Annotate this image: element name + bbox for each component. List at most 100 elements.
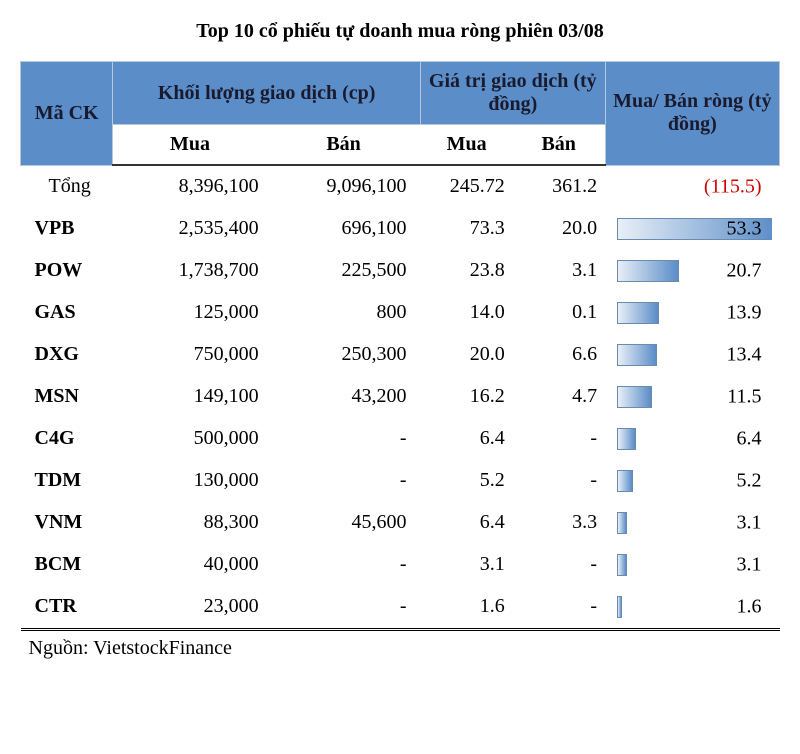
cell-vol-buy: 23,000 — [113, 586, 267, 630]
cell-val-sell: - — [513, 586, 605, 630]
stock-table: Mã CK Khối lượng giao dịch (cp) Giá trị … — [20, 61, 780, 666]
table-body: Tổng8,396,1009,096,100245.72361.2 (115.5)… — [21, 165, 780, 666]
cell-ticker: GAS — [21, 292, 113, 334]
col-header-net: Mua/ Bán ròng (tỷ đồng) — [605, 62, 779, 166]
cell-ticker: MSN — [21, 376, 113, 418]
cell-vol-sell: 9,096,100 — [267, 165, 421, 208]
cell-val-buy: 14.0 — [420, 292, 512, 334]
net-bar — [617, 596, 622, 618]
cell-val-buy: 1.6 — [420, 586, 512, 630]
cell-ticker: DXG — [21, 334, 113, 376]
cell-vol-buy: 750,000 — [113, 334, 267, 376]
subheader-val-sell: Bán — [513, 125, 605, 166]
net-value: (115.5) — [704, 175, 762, 198]
cell-ticker: VPB — [21, 208, 113, 250]
col-header-volume: Khối lượng giao dịch (cp) — [113, 62, 421, 125]
cell-val-sell: - — [513, 544, 605, 586]
net-bar — [617, 470, 633, 492]
cell-net: 53.3 — [605, 208, 779, 250]
cell-val-sell: 3.1 — [513, 250, 605, 292]
cell-vol-sell: 43,200 — [267, 376, 421, 418]
cell-val-sell: - — [513, 418, 605, 460]
table-row: VNM88,30045,6006.43.33.1 — [21, 502, 780, 544]
cell-net: 3.1 — [605, 502, 779, 544]
net-value: 20.7 — [727, 259, 762, 282]
table-row: DXG750,000250,30020.06.6 13.4 — [21, 334, 780, 376]
cell-val-buy: 245.72 — [420, 165, 512, 208]
table-row: VPB2,535,400696,10073.320.053.3 — [21, 208, 780, 250]
net-bar — [617, 554, 627, 576]
source-row: Nguồn: VietstockFinance — [21, 629, 780, 666]
cell-ticker: TDM — [21, 460, 113, 502]
cell-vol-sell: 225,500 — [267, 250, 421, 292]
cell-vol-buy: 125,000 — [113, 292, 267, 334]
cell-val-buy: 6.4 — [420, 502, 512, 544]
cell-vol-buy: 1,738,700 — [113, 250, 267, 292]
cell-val-sell: 3.3 — [513, 502, 605, 544]
cell-val-sell: 361.2 — [513, 165, 605, 208]
table-row: BCM40,000-3.1-3.1 — [21, 544, 780, 586]
cell-net: 13.4 — [605, 334, 779, 376]
total-row: Tổng8,396,1009,096,100245.72361.2 (115.5) — [21, 165, 780, 208]
cell-net: 13.9 — [605, 292, 779, 334]
cell-ticker: Tổng — [21, 165, 113, 208]
cell-net: 20.7 — [605, 250, 779, 292]
net-value: 3.1 — [737, 511, 762, 534]
page-title: Top 10 cổ phiếu tự doanh mua ròng phiên … — [20, 20, 780, 43]
cell-net: 1.6 — [605, 586, 779, 630]
cell-net: 3.1 — [605, 544, 779, 586]
cell-val-buy: 5.2 — [420, 460, 512, 502]
net-value: 53.3 — [727, 217, 762, 240]
cell-vol-sell: 250,300 — [267, 334, 421, 376]
table-row: C4G500,000-6.4-6.4 — [21, 418, 780, 460]
net-value: 5.2 — [737, 469, 762, 492]
cell-vol-sell: 800 — [267, 292, 421, 334]
cell-val-buy: 20.0 — [420, 334, 512, 376]
net-bar — [617, 344, 657, 366]
cell-ticker: C4G — [21, 418, 113, 460]
net-bar — [617, 260, 679, 282]
cell-vol-sell: - — [267, 418, 421, 460]
cell-vol-buy: 149,100 — [113, 376, 267, 418]
net-value: 3.1 — [737, 553, 762, 576]
cell-val-sell: 0.1 — [513, 292, 605, 334]
net-value: 1.6 — [737, 595, 762, 618]
net-bar — [617, 386, 652, 408]
cell-val-buy: 73.3 — [420, 208, 512, 250]
cell-val-buy: 3.1 — [420, 544, 512, 586]
table-row: CTR23,000-1.6-1.6 — [21, 586, 780, 630]
subheader-vol-sell: Bán — [267, 125, 421, 166]
cell-val-buy: 23.8 — [420, 250, 512, 292]
col-header-value: Giá trị giao dịch (tỷ đồng) — [420, 62, 605, 125]
cell-val-sell: - — [513, 460, 605, 502]
cell-val-buy: 16.2 — [420, 376, 512, 418]
cell-vol-buy: 8,396,100 — [113, 165, 267, 208]
cell-ticker: VNM — [21, 502, 113, 544]
cell-vol-sell: 696,100 — [267, 208, 421, 250]
cell-ticker: BCM — [21, 544, 113, 586]
cell-val-buy: 6.4 — [420, 418, 512, 460]
cell-val-sell: 20.0 — [513, 208, 605, 250]
cell-net: 6.4 — [605, 418, 779, 460]
cell-ticker: POW — [21, 250, 113, 292]
table-row: GAS125,00080014.00.113.9 — [21, 292, 780, 334]
cell-vol-buy: 500,000 — [113, 418, 267, 460]
source-label: Nguồn: VietstockFinance — [21, 629, 780, 666]
subheader-vol-buy: Mua — [113, 125, 267, 166]
cell-vol-sell: - — [267, 586, 421, 630]
cell-vol-sell: - — [267, 460, 421, 502]
net-value: 6.4 — [737, 427, 762, 450]
cell-vol-buy: 88,300 — [113, 502, 267, 544]
net-value: 11.5 — [727, 385, 761, 408]
table-row: MSN149,10043,20016.24.7 11.5 — [21, 376, 780, 418]
net-bar — [617, 302, 659, 324]
cell-val-sell: 4.7 — [513, 376, 605, 418]
table-row: POW1,738,700225,50023.83.1 20.7 — [21, 250, 780, 292]
cell-vol-buy: 130,000 — [113, 460, 267, 502]
cell-vol-sell: - — [267, 544, 421, 586]
table-row: TDM130,000-5.2-5.2 — [21, 460, 780, 502]
col-header-ck: Mã CK — [21, 62, 113, 166]
cell-net: (115.5) — [605, 165, 779, 208]
net-value: 13.4 — [727, 343, 762, 366]
cell-val-sell: 6.6 — [513, 334, 605, 376]
